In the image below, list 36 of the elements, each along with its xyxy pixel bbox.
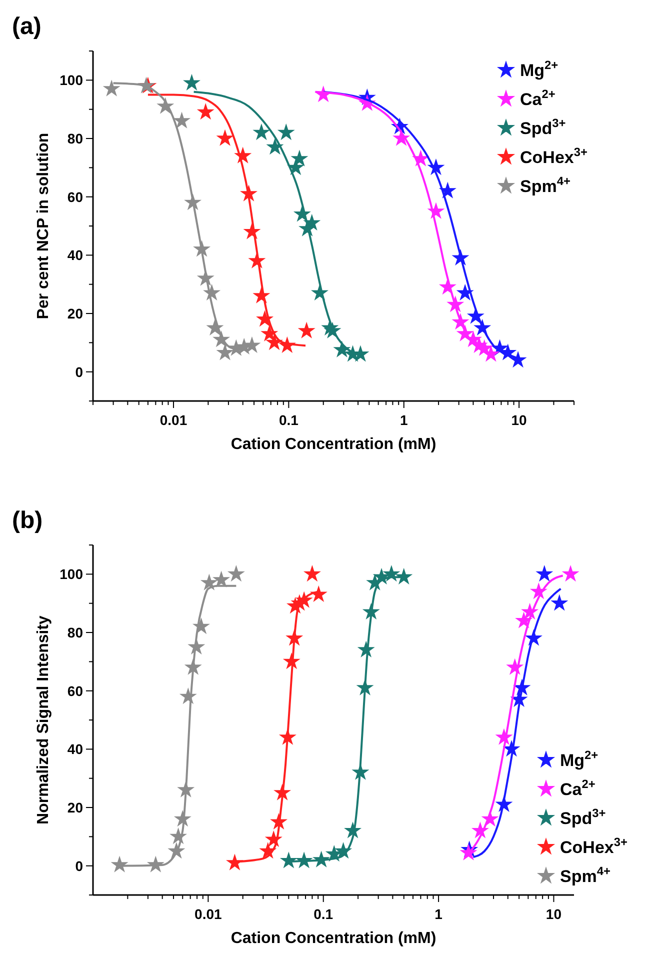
x-axis-title: Cation Concentration (mM) xyxy=(230,436,436,453)
y-tick-label: 20 xyxy=(67,800,84,816)
y-axis-title: Normalized Signal Intensity xyxy=(35,615,52,824)
x-tick-label: 0.01 xyxy=(160,412,188,428)
legend-label: Spm$^{4+}$ xyxy=(520,174,570,196)
x-tick-label: 0.1 xyxy=(278,412,299,428)
chart-title: (b) xyxy=(12,507,43,534)
y-tick-label: 60 xyxy=(67,682,84,699)
legend-label: Ca$^{2+}$ xyxy=(560,777,596,799)
y-tick-label: 20 xyxy=(67,306,84,322)
legend-label: Spm$^{4+}$ xyxy=(560,864,610,886)
x-tick-label: 1 xyxy=(434,906,443,922)
y-tick-label: 0 xyxy=(75,858,84,874)
x-tick-label: 10 xyxy=(511,412,528,428)
legend-label: Spd$^{3+}$ xyxy=(560,806,606,828)
y-tick-label: 0 xyxy=(75,364,84,380)
legend-label: Spd$^{3+}$ xyxy=(520,116,566,138)
y-tick-label: 40 xyxy=(67,247,84,264)
x-tick-label: 0.01 xyxy=(194,906,222,922)
y-tick-label: 60 xyxy=(67,188,84,205)
y-tick-label: 40 xyxy=(67,741,84,758)
legend-label: Ca$^{2+}$ xyxy=(520,87,556,109)
legend-label: Mg$^{2+}$ xyxy=(520,58,558,80)
y-axis-title: Per cent NCP in solution xyxy=(35,132,52,320)
x-axis-title: Cation Concentration (mM) xyxy=(230,930,436,947)
x-tick-label: 10 xyxy=(546,906,562,922)
legend-label: CoHex$^{3+}$ xyxy=(520,145,588,167)
x-tick-label: 0.1 xyxy=(314,906,334,922)
legend-label: Mg$^{2+}$ xyxy=(560,748,598,770)
y-tick-label: 80 xyxy=(67,624,84,640)
legend-label: CoHex$^{3+}$ xyxy=(560,835,628,857)
y-tick-label: 80 xyxy=(67,130,84,146)
y-tick-label: 100 xyxy=(60,72,84,88)
y-tick-label: 100 xyxy=(60,566,84,582)
chart-title: (a) xyxy=(12,13,42,40)
x-tick-label: 1 xyxy=(400,412,408,428)
